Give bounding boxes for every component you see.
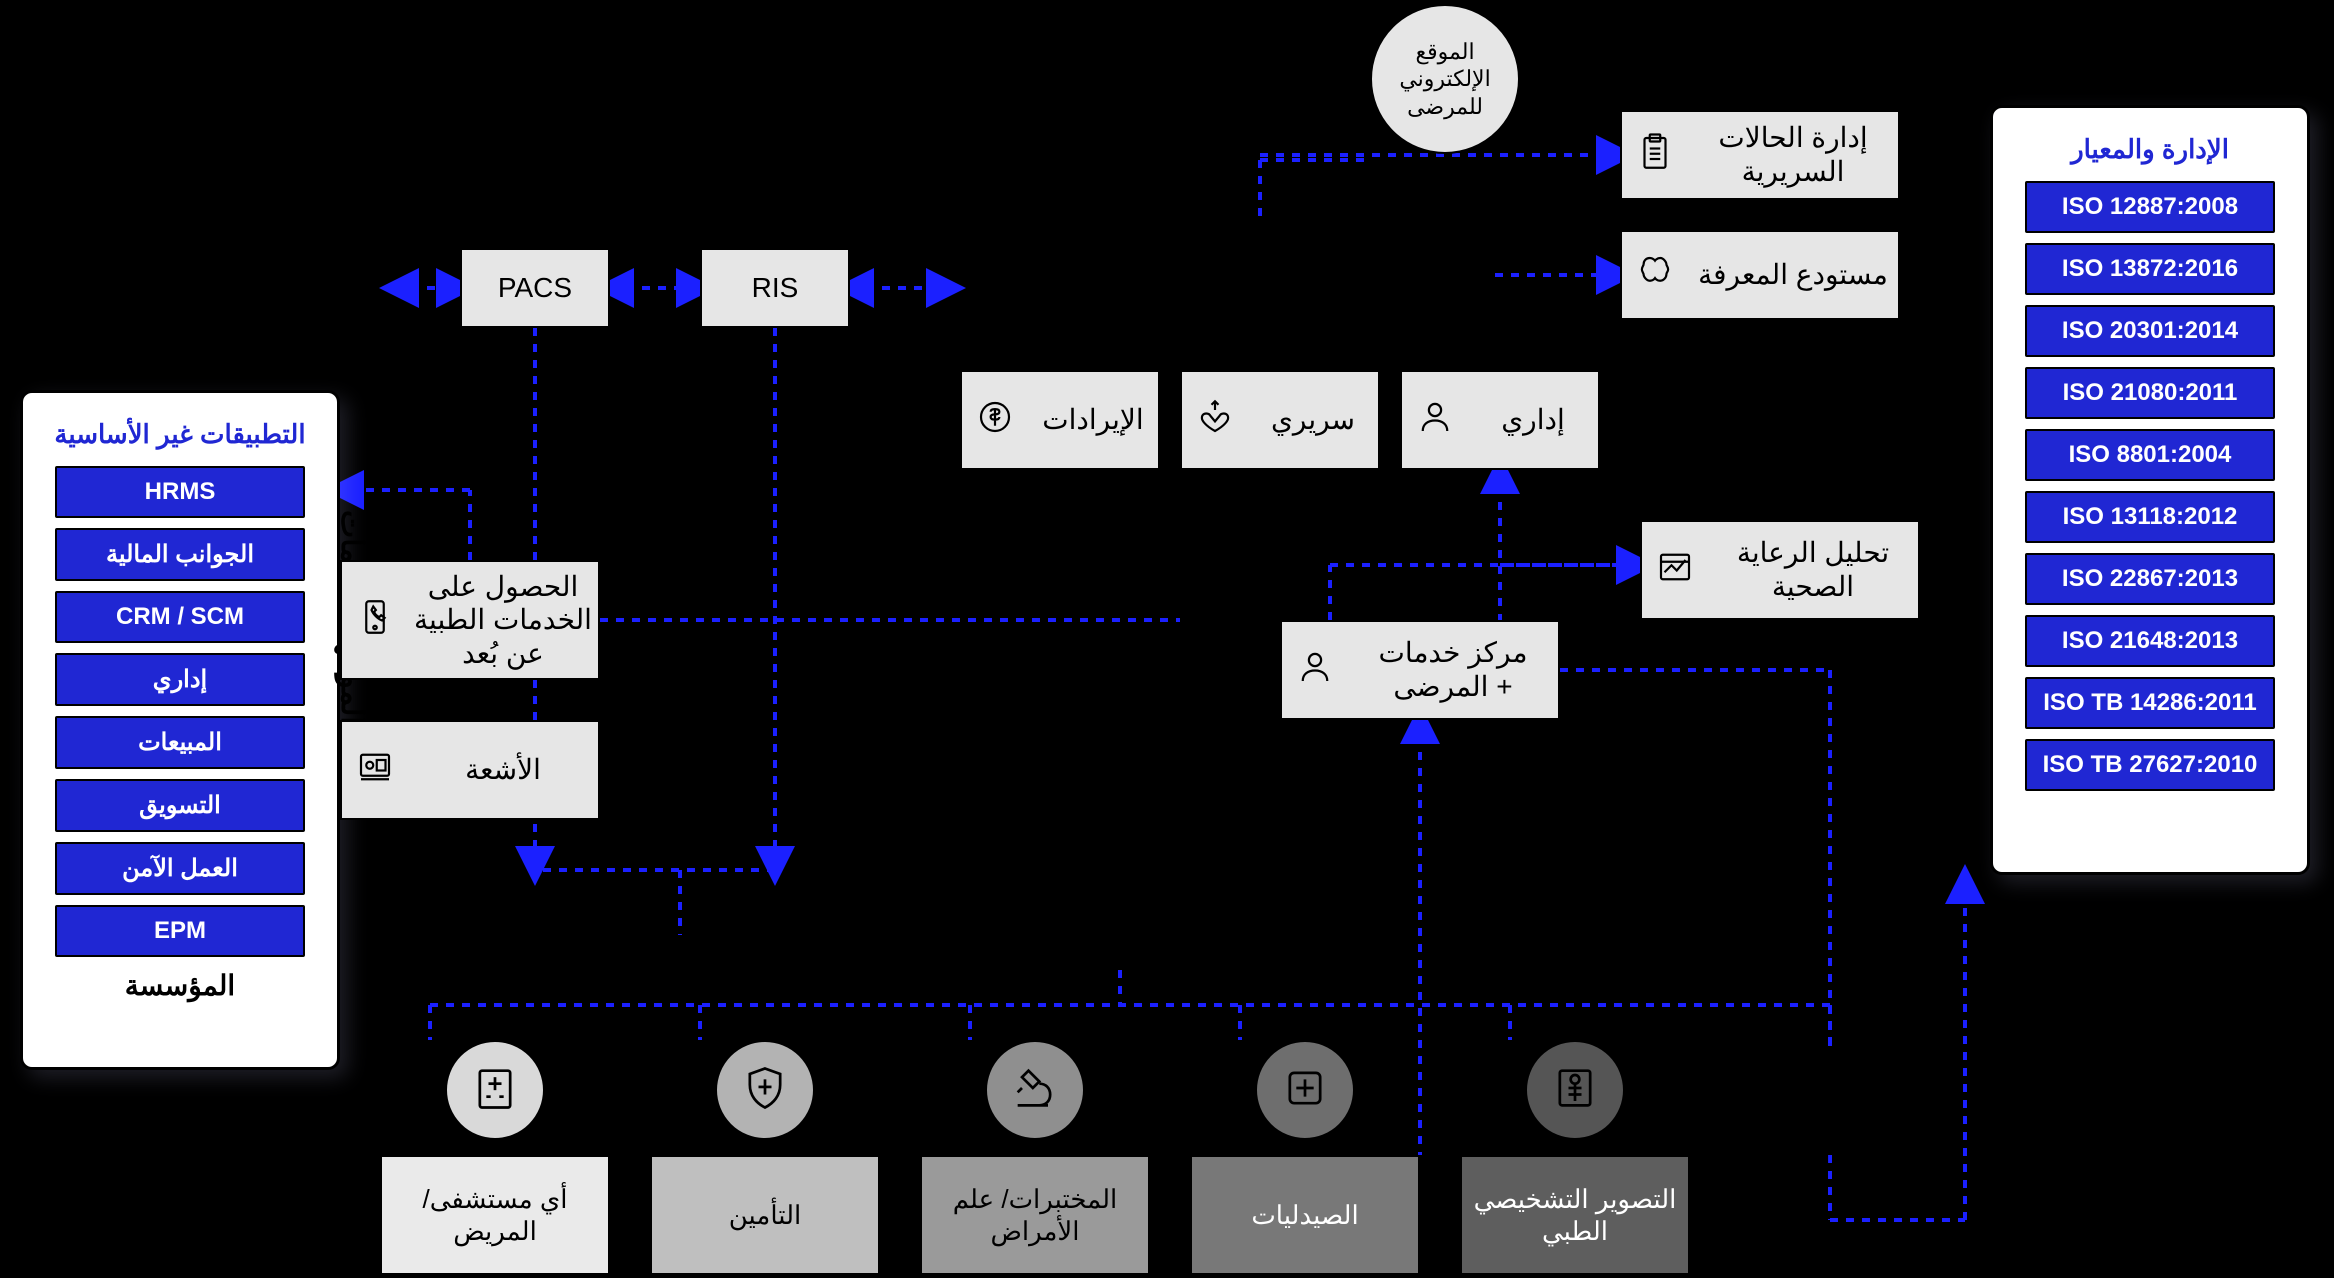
noncore-item-2: CRM / SCM — [55, 591, 305, 643]
noncore-item-4: المبيعات — [55, 716, 305, 769]
scan-icon — [354, 746, 396, 795]
standard-item-1: ISO 13872:2016 — [2025, 243, 2275, 295]
node-pacs-label: PACS — [462, 271, 608, 305]
node-admin: إداري — [1400, 370, 1600, 470]
standard-item-4: ISO 8801:2004 — [2025, 429, 2275, 481]
node-clinical-label: سريري — [1248, 403, 1378, 437]
integ-block-3: الصيدليات — [1190, 1155, 1420, 1275]
care-icon — [1194, 396, 1236, 445]
standard-item-3: ISO 21080:2011 — [2025, 367, 2275, 419]
chart-icon — [1654, 546, 1696, 595]
standard-item-9: ISO TB 27627:2010 — [2025, 739, 2275, 791]
noncore-item-5: التسويق — [55, 779, 305, 832]
integ-circle-3 — [1255, 1040, 1355, 1140]
patient-portal-label: الموقع الإلكتروني للمرضى — [1372, 38, 1518, 121]
integ-circle-4 — [1525, 1040, 1625, 1140]
monitoring-label: أجهزة المراقبة — [1740, 1150, 1920, 1181]
node-revenue: الإيرادات — [960, 370, 1160, 470]
noncore-item-7: EPM — [55, 905, 305, 957]
pharm-icon — [1279, 1062, 1331, 1119]
node-health_analyt-label: تحليل الرعاية الصحية — [1708, 536, 1918, 603]
standard-item-5: ISO 13118:2012 — [2025, 491, 2275, 543]
node-ris: RIS — [700, 248, 850, 328]
node-telemed: الحصول على الخدمات الطبية عن بُعد — [340, 560, 600, 680]
node-clinical: سريري — [1180, 370, 1380, 470]
noncore-item-3: إداري — [55, 653, 305, 706]
standards-panel: الإدارة والمعيار ISO 12887:2008 ISO 13872… — [1990, 105, 2310, 875]
node-pacs: PACS — [460, 248, 610, 328]
noncore-item-6: العمل الآمن — [55, 842, 305, 895]
micro-icon — [1009, 1062, 1061, 1119]
standard-item-0: ISO 12887:2008 — [2025, 181, 2275, 233]
integ-block-2: المختبرات/ علم الأمراض — [920, 1155, 1150, 1275]
phone-icon — [354, 596, 396, 645]
noncore-item-1: الجوانب المالية — [55, 528, 305, 581]
xray-icon — [1549, 1062, 1601, 1119]
node-clin_mgmt: إدارة الحالات السريرية — [1620, 110, 1900, 200]
standard-item-2: ISO 20301:2014 — [2025, 305, 2275, 357]
node-clin_mgmt-label: إدارة الحالات السريرية — [1688, 121, 1898, 188]
left-panel-footer: المؤسسة — [41, 969, 319, 1002]
shield-icon — [739, 1062, 791, 1119]
integ-block-0: أي مستشفى/ المريض — [380, 1155, 610, 1275]
noncore-item-0: HRMS — [55, 466, 305, 518]
integration-title: خدمات التكامل — [970, 920, 1244, 971]
node-ris-label: RIS — [702, 271, 848, 305]
left-panel-title: التطبيقات غير الأساسية — [41, 419, 319, 450]
person-icon — [1414, 396, 1456, 445]
node-admin-label: إداري — [1468, 403, 1598, 437]
node-health_analyt: تحليل الرعاية الصحية — [1640, 520, 1920, 620]
integ-circle-0 — [445, 1040, 545, 1140]
monitor-icon — [1795, 1062, 1865, 1139]
non-core-apps-panel: التطبيقات غير الأساسية HRMS الجوانب المال… — [20, 390, 340, 1070]
node-psc-label: مركز خدمات المرضى + — [1348, 636, 1558, 703]
monitoring-icon — [1760, 1060, 1900, 1140]
standard-item-7: ISO 21648:2013 — [2025, 615, 2275, 667]
standard-item-6: ISO 22867:2013 — [2025, 553, 2275, 605]
node-psc: مركز خدمات المرضى + — [1280, 620, 1560, 720]
person-icon — [1294, 646, 1336, 695]
node-telemed-label: الحصول على الخدمات الطبية عن بُعد — [408, 570, 598, 671]
patient-portal-circle: الموقع الإلكتروني للمرضى — [1370, 4, 1520, 154]
node-revenue-label: الإيرادات — [1028, 403, 1158, 437]
integ-circle-1 — [715, 1040, 815, 1140]
dollar-icon — [974, 396, 1016, 445]
node-knowledge-label: مستودع المعرفة — [1688, 258, 1898, 292]
node-knowledge: مستودع المعرفة — [1620, 230, 1900, 320]
brain-icon — [1634, 251, 1676, 300]
clipboard-icon — [1634, 131, 1676, 180]
integ-block-4: التصوير التشخيصي الطبي — [1460, 1155, 1690, 1275]
integ-block-1: التأمين — [650, 1155, 880, 1275]
node-radiology: الأشعة — [340, 720, 600, 820]
hims-title: HIMS — [1180, 230, 1320, 295]
right-panel-title: الإدارة والمعيار — [2011, 134, 2289, 165]
standard-item-8: ISO TB 14286:2011 — [2025, 677, 2275, 729]
hospital-icon — [469, 1062, 521, 1119]
integ-circle-2 — [985, 1040, 1085, 1140]
node-radiology-label: الأشعة — [408, 753, 598, 787]
